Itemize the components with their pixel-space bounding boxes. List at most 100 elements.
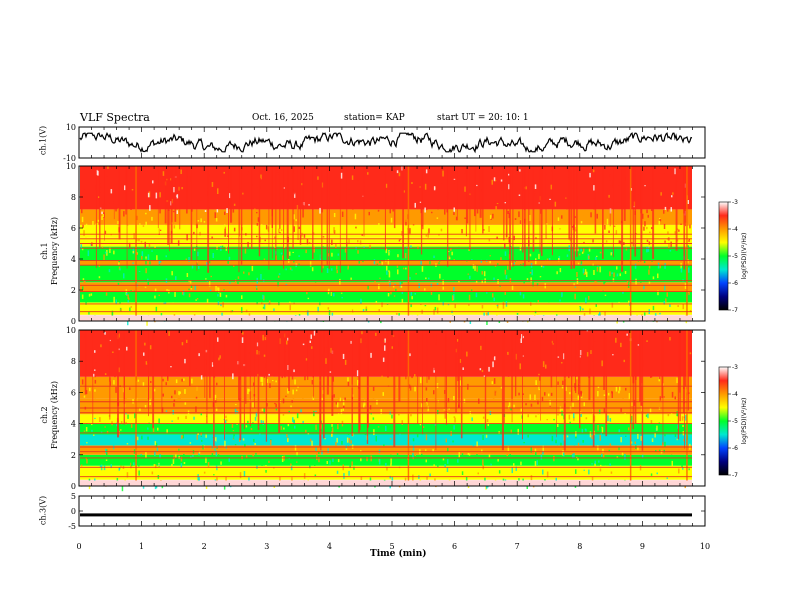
speckle	[506, 364, 509, 367]
speckle	[432, 448, 434, 452]
speckle	[573, 412, 575, 419]
speckle	[663, 173, 665, 178]
speckle	[647, 214, 649, 218]
speckle	[486, 333, 488, 336]
speckle	[671, 195, 673, 198]
speckle	[346, 305, 348, 309]
speckle	[544, 392, 546, 396]
speckle	[461, 229, 463, 234]
speckle	[517, 333, 519, 336]
speckle	[196, 340, 198, 343]
speckle	[181, 342, 184, 346]
speckle	[630, 441, 633, 444]
speckle	[351, 175, 354, 180]
speckle	[566, 378, 568, 380]
speckle	[416, 433, 419, 438]
speckle	[203, 471, 206, 474]
speckle	[273, 467, 275, 469]
speckle	[575, 469, 577, 474]
speckle	[412, 474, 414, 481]
speckle	[651, 260, 653, 262]
speckle	[425, 277, 427, 280]
speckle	[98, 424, 100, 426]
speckle	[289, 251, 291, 256]
speckle	[438, 234, 440, 236]
speckle	[119, 268, 121, 271]
speckle	[589, 431, 592, 438]
speckle	[292, 389, 294, 395]
speckle	[447, 428, 450, 434]
speckle	[500, 385, 503, 389]
speckle	[171, 333, 173, 336]
speckle	[452, 228, 454, 231]
speckle	[195, 406, 197, 412]
speckle	[120, 276, 122, 283]
speckle	[225, 294, 228, 298]
speckle	[383, 340, 386, 342]
speckle	[186, 273, 189, 277]
speckle	[532, 281, 534, 287]
speckle	[477, 472, 479, 475]
speckle	[351, 184, 353, 187]
speckle	[126, 443, 129, 445]
speckle	[647, 413, 649, 419]
speckle	[650, 375, 653, 378]
speckle	[156, 447, 159, 452]
speckle	[242, 387, 244, 390]
speckle	[357, 250, 359, 254]
speckle	[465, 476, 468, 483]
speckle	[534, 448, 537, 454]
speckle	[95, 339, 98, 341]
speckle	[556, 444, 559, 446]
speckle	[447, 303, 450, 306]
speckle	[454, 417, 456, 423]
speckle	[342, 166, 344, 173]
speckle	[646, 226, 648, 230]
speckle	[379, 333, 381, 339]
speckle	[172, 459, 175, 464]
speckle	[428, 181, 430, 186]
speckle	[557, 338, 560, 342]
speckle	[480, 345, 482, 350]
speckle	[309, 261, 312, 267]
speckle	[360, 415, 362, 419]
speckle	[193, 231, 195, 235]
speckle	[459, 359, 462, 363]
speckle	[324, 347, 327, 353]
speckle	[689, 224, 691, 229]
speckle	[254, 208, 256, 213]
speckle	[346, 437, 349, 443]
colorbar-tick-label: -4	[732, 391, 738, 398]
speckle	[332, 458, 334, 462]
speckle	[550, 184, 553, 190]
speckle	[646, 239, 649, 242]
colorbar-tick-label: -4	[732, 226, 738, 233]
speckle	[422, 307, 424, 309]
speckle	[118, 262, 120, 265]
speckle	[520, 408, 523, 412]
speckle	[300, 409, 302, 413]
spectral-band	[80, 330, 692, 377]
colorbar-tick-label: -3	[732, 364, 738, 371]
speckle	[500, 179, 503, 182]
speckle	[655, 409, 658, 411]
sferic-streak	[426, 330, 428, 383]
speckle	[322, 246, 325, 252]
speckle	[182, 290, 185, 296]
speckle	[127, 320, 129, 326]
sferic-streak	[307, 330, 309, 380]
speckle	[444, 208, 446, 215]
speckle	[348, 470, 350, 476]
speckle	[656, 260, 659, 262]
speckle	[215, 465, 218, 467]
speckle	[108, 217, 111, 220]
speckle	[216, 382, 218, 386]
speckle	[592, 169, 595, 173]
speckle	[282, 255, 284, 260]
speckle	[340, 408, 343, 415]
speckle	[527, 434, 529, 438]
ch1-voltage-panel: 10-10	[63, 123, 706, 163]
speckle	[609, 463, 611, 466]
speckle	[641, 454, 644, 458]
speckle	[390, 458, 392, 465]
